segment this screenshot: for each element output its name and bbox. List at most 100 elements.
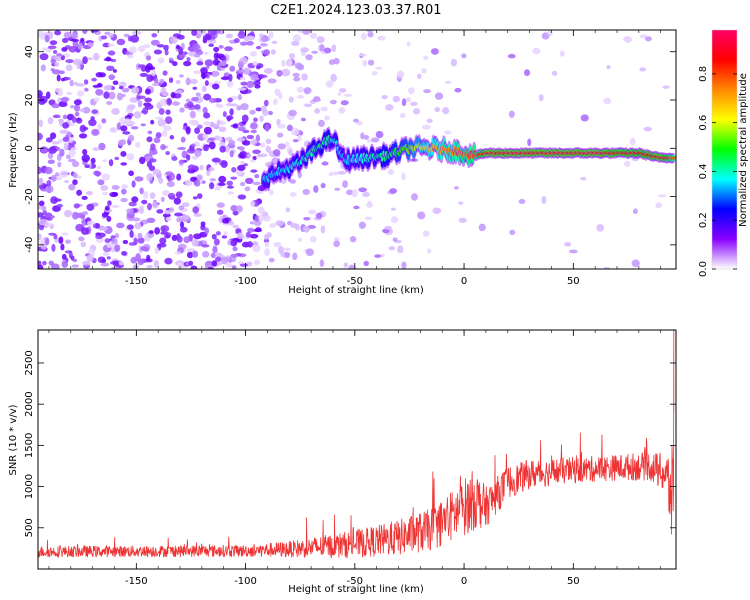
spectrogram-speckle <box>337 92 342 96</box>
spectrogram-speckle <box>159 237 167 245</box>
spectrogram-speckle <box>138 64 146 69</box>
spectrogram-speckle <box>137 100 143 108</box>
spectrogram-speckle <box>662 85 670 89</box>
spectrogram-speckle <box>426 118 433 124</box>
spectrogram-speckle <box>123 33 130 38</box>
spectrogram-speckle <box>212 58 220 66</box>
spectrogram-speckle <box>50 58 57 64</box>
spectrogram-speckle <box>92 147 100 151</box>
spectrogram-speckle <box>168 77 174 84</box>
spectrogram-speckle <box>112 80 119 86</box>
spectrogram-speckle <box>45 91 51 99</box>
spectrogram-speckle <box>281 68 291 77</box>
spectrogram-speckle <box>120 162 128 166</box>
spectrogram-speckle <box>508 110 515 118</box>
spectrogram-speckle <box>80 241 87 248</box>
spectrogram-speckle <box>216 202 225 208</box>
spectrogram-speckle <box>328 59 336 65</box>
spectrogram-speckle <box>217 182 226 187</box>
spectrogram-speckle <box>151 82 159 87</box>
spectrogram-speckle <box>239 77 246 81</box>
spectrogram-speckle <box>207 137 217 141</box>
spectrogram-speckle <box>246 80 255 89</box>
spectrogram-speckle <box>111 192 119 197</box>
spectrogram-speckle <box>114 156 120 161</box>
spectrogram-speckle <box>95 88 104 96</box>
spectrogram-speckle <box>77 42 83 50</box>
spectrogram-speckle <box>93 97 100 103</box>
snr-xlabel: Height of straight line (km) <box>288 584 424 595</box>
spectrogram-speckle <box>310 236 317 243</box>
spectrogram-speckle <box>388 246 396 251</box>
spectrogram-speckle <box>252 181 261 186</box>
spectrogram-speckle <box>221 235 228 239</box>
spectrogram-speckle <box>49 215 55 219</box>
spectrogram-speckle <box>313 185 319 193</box>
spectrogram-speckle <box>220 160 228 168</box>
spectrogram-speckle <box>157 119 166 127</box>
spectrogram-speckle <box>191 238 200 247</box>
spectrogram-y-tick-label: 20 <box>24 94 35 107</box>
spectrogram-speckle <box>245 231 251 238</box>
spectrogram-speckle <box>88 119 97 127</box>
spectrogram-speckle <box>413 108 421 115</box>
spectrogram-speckle <box>82 148 88 156</box>
spectrogram-speckle <box>230 253 239 258</box>
spectrogram-speckle <box>164 116 173 124</box>
spectrogram-speckle <box>303 217 311 221</box>
spectrogram-speckle <box>478 223 486 232</box>
spectrogram-speckle <box>149 192 156 199</box>
spectrogram-speckle <box>47 45 57 50</box>
spectrogram-speckle <box>399 112 406 119</box>
spectrogram-speckle <box>102 159 108 163</box>
spectrogram-speckle <box>134 222 142 230</box>
spectrogram-speckle <box>171 101 181 106</box>
spectrogram-speckle <box>242 67 251 75</box>
spectrogram-speckle <box>96 165 102 170</box>
spectrogram-speckle <box>342 180 348 188</box>
spectrogram-speckle <box>121 251 127 256</box>
spectrogram-speckle <box>518 198 526 205</box>
spectrogram-y-tick: 40 <box>24 45 676 58</box>
figure-title: C2E1.2024.123.03.37.R01 <box>270 3 441 18</box>
spectrogram-speckle <box>206 170 211 176</box>
spectrogram-speckle <box>150 39 160 46</box>
spectrogram-speckle <box>362 59 368 67</box>
spectrogram-speckle <box>151 33 158 38</box>
spectrogram-speckle <box>128 121 136 125</box>
spectrogram-speckle <box>222 111 227 118</box>
spectrogram-speckle <box>111 107 120 115</box>
spectrogram-speckle <box>416 73 422 80</box>
spectrogram-speckle <box>643 126 653 132</box>
spectrogram-speckle <box>401 98 407 107</box>
spectrogram-speckle <box>59 129 69 134</box>
spectrogram-speckle <box>38 132 43 141</box>
spectrogram-speckle <box>203 51 209 56</box>
spectrogram-speckle <box>203 144 209 152</box>
spectrogram-speckle <box>67 136 74 143</box>
spectrogram-speckle <box>214 135 220 141</box>
spectrogram-speckle <box>73 203 80 209</box>
spectrogram-speckle <box>86 191 92 195</box>
spectrogram-speckle <box>211 260 218 267</box>
spectrogram-speckle <box>453 186 459 190</box>
spectrogram-speckle <box>103 85 112 91</box>
spectrogram-speckle <box>603 97 612 105</box>
spectrogram-speckle <box>297 30 304 34</box>
spectrogram-speckle <box>252 60 258 66</box>
spectrogram-speckle <box>189 78 198 85</box>
spectrogram-speckle <box>191 30 198 37</box>
spectrogram-speckle <box>39 53 49 61</box>
spectrogram-speckle <box>277 143 287 150</box>
colorbar-frame <box>711 29 738 270</box>
spectrogram-speckle <box>182 202 190 208</box>
colorbar-tick: 0.6 <box>698 115 737 131</box>
spectrogram-speckle <box>76 189 83 196</box>
spectrogram-speckle <box>51 141 60 145</box>
spectrogram-speckle <box>41 205 47 212</box>
spectrogram-speckle <box>423 55 429 60</box>
spectrogram-speckle <box>160 196 165 203</box>
spectrogram-speckle <box>269 223 276 228</box>
spectrogram-speckle <box>252 80 261 86</box>
